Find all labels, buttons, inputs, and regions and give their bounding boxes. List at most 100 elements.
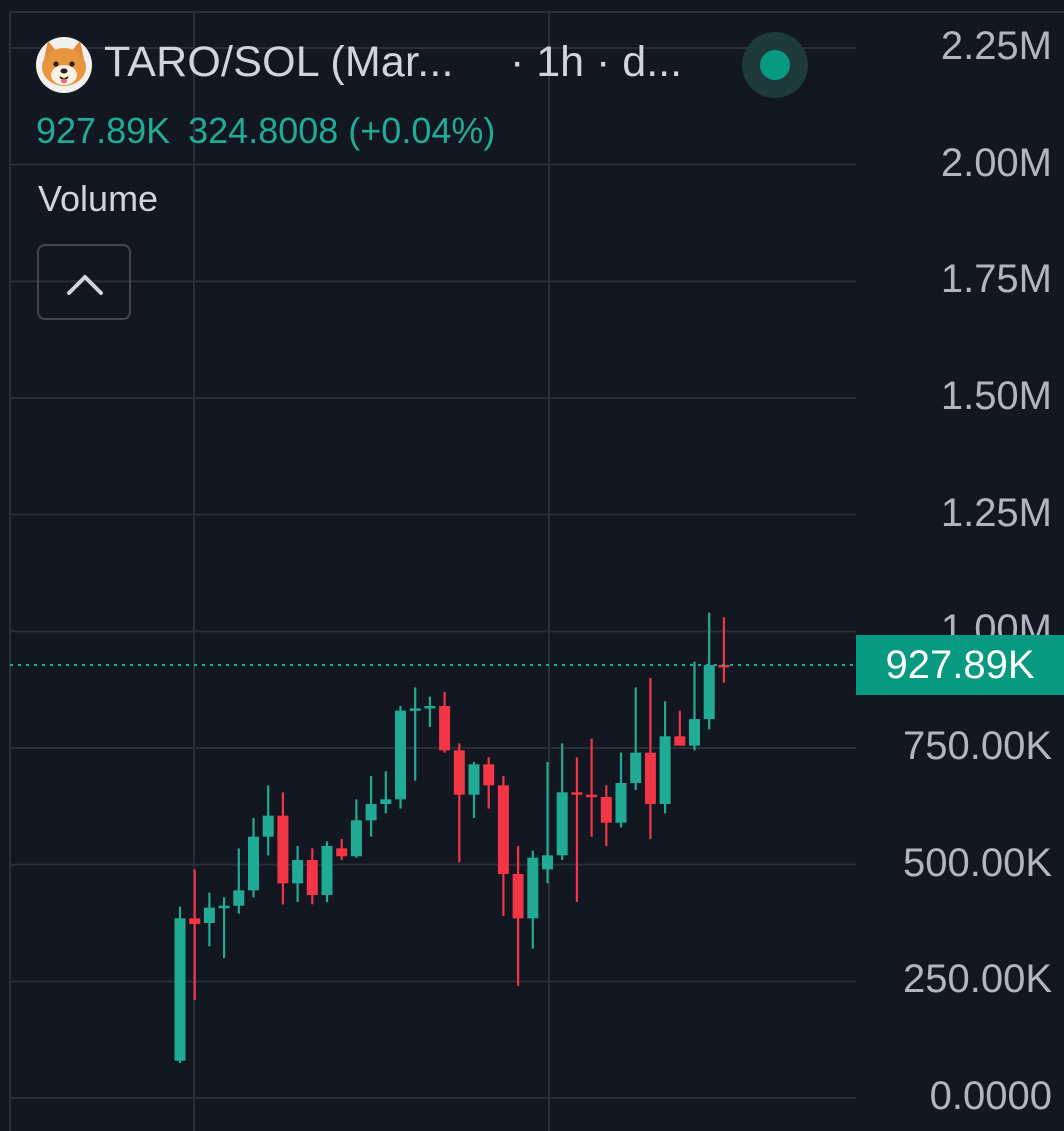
candle-down: [336, 839, 348, 860]
last-price-tag: 927.89K: [856, 634, 1064, 695]
live-status-button[interactable]: [742, 32, 808, 98]
price-axis-tick: 1.50M: [940, 374, 1052, 418]
candle-body: [659, 736, 671, 804]
candle-down: [571, 757, 583, 902]
candle-body: [277, 815, 289, 884]
candle-body: [630, 752, 642, 783]
candle-body: [336, 848, 348, 857]
candle-up: [630, 687, 642, 790]
candle-body: [409, 708, 421, 711]
candle-down: [306, 848, 318, 905]
price-axis-tick: 0.0000: [929, 1074, 1052, 1118]
candle-up: [468, 762, 480, 818]
price-axis-tick: 1.25M: [940, 490, 1052, 535]
candle-down: [586, 738, 598, 837]
legend-volume-value: 927.89K: [36, 110, 171, 151]
candle-up: [659, 701, 671, 814]
candle-up: [262, 785, 274, 856]
candle-up: [703, 612, 715, 730]
candle-body: [689, 719, 700, 746]
candle-body: [292, 860, 304, 884]
candle-body: [365, 804, 377, 821]
candle-up: [689, 661, 700, 751]
candle-down: [453, 743, 465, 863]
candle-body: [703, 664, 715, 720]
candle-up: [248, 818, 259, 898]
volume-indicator-label[interactable]: Volume: [38, 178, 159, 219]
candle-up: [233, 848, 245, 914]
candle-body: [527, 857, 539, 919]
candle-down: [439, 692, 451, 753]
candle-body: [203, 907, 215, 923]
candle-body: [233, 890, 245, 906]
candle-body: [571, 792, 583, 795]
candle-body: [600, 797, 612, 823]
collapse-indicators-button[interactable]: [37, 244, 131, 320]
chevron-up-icon: [67, 275, 103, 295]
ohlc-legend: 927.89K 324.8008 (+0.04%): [36, 110, 513, 152]
candle-down: [512, 846, 524, 986]
price-axis-tick: 1.75M: [940, 257, 1052, 302]
candle-body: [306, 860, 318, 895]
candle-body: [615, 783, 627, 823]
candle-body: [218, 905, 230, 909]
candles: [174, 612, 730, 1063]
candle-body: [248, 836, 259, 891]
candle-up: [350, 799, 362, 858]
candle-down: [189, 869, 201, 1000]
candle-body: [674, 736, 686, 746]
candle-body: [512, 874, 524, 919]
candle-body: [424, 706, 436, 709]
candle-up: [615, 752, 627, 828]
candle-up: [556, 743, 568, 860]
live-status-dot-icon: [760, 50, 790, 80]
chart-border: [9, 11, 1064, 1131]
price-axis-tick: 750.00K: [902, 724, 1052, 768]
candle-up: [292, 846, 304, 902]
candle-up: [409, 687, 421, 781]
price-axis-tick: 500.00K: [902, 840, 1052, 885]
legend-price-change: 324.8008 (+0.04%): [188, 110, 496, 151]
candle-up: [527, 850, 539, 949]
candle-down: [644, 678, 656, 839]
candle-up: [365, 776, 377, 837]
grid-lines: [9, 11, 1064, 1131]
candle-body: [174, 918, 186, 1061]
candle-body: [542, 855, 553, 870]
candle-up: [542, 762, 553, 884]
candle-body: [644, 752, 656, 804]
price-axis-tick: 2.25M: [940, 24, 1052, 68]
candle-up: [321, 841, 333, 902]
candle-up: [395, 706, 406, 809]
candle-body: [439, 706, 451, 751]
candle-down: [497, 776, 509, 916]
candle-body: [395, 710, 406, 800]
price-axis-tick: 2.00M: [940, 140, 1052, 185]
candle-body: [497, 785, 509, 874]
candle-body: [321, 846, 333, 895]
candle-body: [350, 820, 362, 857]
candle-up: [203, 892, 215, 947]
candle-body: [380, 799, 392, 804]
candle-body: [453, 750, 465, 795]
candle-up: [218, 897, 230, 958]
symbol-title[interactable]: TARO/SOL (Mar...: [104, 38, 454, 86]
candle-body: [189, 918, 201, 924]
candle-down: [483, 757, 495, 809]
candle-body: [718, 664, 730, 668]
candle-up: [380, 771, 392, 814]
candle-body: [556, 792, 568, 856]
shiba-dog-avatar-icon: [36, 37, 92, 93]
candle-body: [586, 794, 598, 798]
candle-down: [674, 710, 686, 746]
price-axis-tick: 250.00K: [902, 957, 1052, 1002]
candle-down: [600, 785, 612, 846]
candle-body: [262, 815, 274, 837]
interval-label[interactable]: · 1h · d...: [510, 38, 683, 86]
candle-body: [468, 764, 480, 795]
candle-up: [424, 696, 436, 727]
candle-down: [718, 617, 730, 683]
candle-body: [483, 764, 495, 786]
